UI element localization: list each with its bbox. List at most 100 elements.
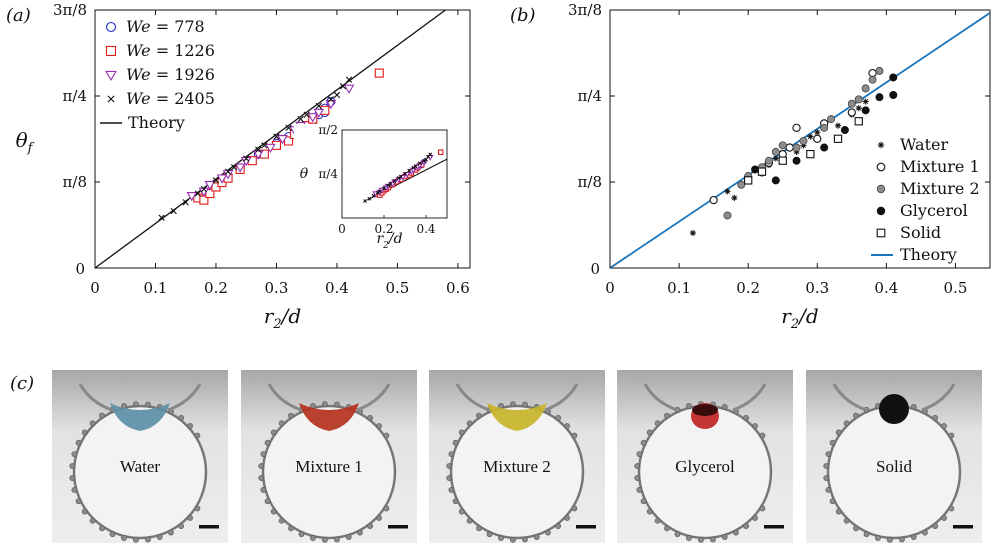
legend-marker — [105, 45, 117, 57]
jet-left — [455, 383, 490, 412]
data-point — [234, 163, 246, 173]
inset-data-point — [388, 182, 393, 186]
legend-label: Theory — [128, 113, 185, 132]
chart-b: 0 0.1 0.2 0.3 0.4 0.5 0 π/8 π/4 3π/8 r2/d Water Mixt… — [568, 1, 991, 332]
chart-a: 0 0.1 0.2 0.3 0.4 0.5 0.6 0 π/8 π/4 3π/8 r2/d θf We =… — [16, 1, 471, 332]
legend-label: We = 1226 — [126, 41, 215, 60]
data-point — [814, 129, 821, 136]
data-point — [731, 194, 738, 201]
data-point — [277, 135, 288, 145]
data-point — [757, 167, 767, 176]
data-point — [792, 156, 801, 165]
data-point — [333, 91, 341, 99]
data-point — [283, 136, 294, 146]
data-point — [772, 155, 779, 162]
jet-right — [356, 383, 391, 412]
data-point — [792, 123, 801, 132]
x-tick-label: 0.2 — [736, 279, 760, 297]
chart-b-frame — [609, 9, 991, 269]
data-point — [785, 143, 794, 152]
data-point — [194, 190, 202, 197]
inset-data-point — [398, 174, 403, 179]
data-point — [847, 108, 856, 117]
y-tick-label: 3π/8 — [53, 1, 87, 19]
data-point — [778, 156, 787, 165]
sphere — [879, 394, 909, 424]
inset-data-point — [437, 149, 444, 155]
jet-left — [78, 383, 113, 412]
legend-label: Theory — [900, 245, 957, 264]
data-point — [868, 68, 877, 78]
photo-strip: Water Mixture 1 Mixture 2 Glycerol Solid — [52, 370, 982, 543]
scale-bar — [764, 525, 784, 529]
inset-chart: 0 0.2 0.4 π/4 π/2 θ r2/d — [294, 123, 461, 254]
data-point — [875, 66, 884, 75]
series-3 — [158, 76, 353, 221]
x-tick-label: 0 — [605, 279, 615, 297]
inset-data-point — [413, 164, 418, 169]
x-tick-label: 0 — [90, 279, 100, 297]
legend-label: We = 1926 — [126, 65, 215, 84]
data-point — [792, 143, 801, 152]
inset-data-point — [363, 199, 368, 203]
y-tick-label: 3π/8 — [568, 1, 602, 19]
rim-beads — [258, 401, 390, 543]
inset-data-point — [407, 168, 412, 173]
data-point — [889, 73, 898, 82]
data-point — [170, 207, 177, 215]
liquid-sheet — [449, 404, 585, 540]
jet-right — [544, 383, 579, 412]
data-point — [224, 168, 232, 175]
data-point — [861, 106, 870, 115]
photo-label: Water — [120, 457, 160, 476]
legend-marker — [876, 206, 886, 216]
data-point — [806, 149, 815, 159]
x-axis-label: r2/d — [264, 304, 301, 332]
data-point — [868, 75, 877, 84]
data-point — [230, 164, 238, 171]
data-point — [820, 123, 829, 132]
data-point — [807, 133, 814, 140]
data-point — [374, 68, 384, 78]
inset-data-point — [377, 189, 382, 194]
photo-label: Mixture 1 — [295, 457, 363, 476]
legend-label: Mixture 2 — [900, 179, 980, 198]
x-tick-label: 0.2 — [204, 279, 228, 297]
data-point — [243, 155, 250, 162]
data-point — [724, 188, 731, 195]
scale-bar — [388, 525, 408, 529]
y-tick-label-zero: 0 — [590, 260, 600, 278]
x-tick-label: 0.4 — [874, 279, 898, 297]
data-point — [771, 147, 780, 156]
x-tick-label: 0.1 — [667, 279, 691, 297]
inset-data-point — [371, 193, 376, 198]
inset-y-tick-label: π/2 — [318, 123, 338, 137]
legend-marker — [876, 184, 886, 194]
data-point — [297, 115, 304, 123]
data-point — [834, 122, 842, 129]
inset-x-tick-label: 0.4 — [416, 222, 435, 236]
jet-left — [832, 383, 867, 412]
inset-frame — [341, 129, 448, 219]
inset-y-label: θ — [300, 166, 309, 182]
liquid-sheet — [72, 404, 208, 540]
data-point — [345, 76, 353, 83]
legend-a: We = 778 We = 1226 We = 1926 We = 2405 Theor… — [100, 17, 215, 132]
photo-label: Mixture 2 — [483, 457, 551, 476]
x-axis-label: r2/d — [781, 304, 818, 332]
y-tick-label: π/8 — [578, 173, 602, 191]
photo-mixture-2: Mixture 2 — [429, 370, 605, 543]
y-axis-label: θf — [16, 128, 35, 156]
jet-left — [267, 383, 302, 412]
inset-data-point — [392, 179, 397, 183]
data-point — [307, 113, 319, 123]
inset-data-point — [417, 161, 422, 166]
photo-glycerol: Glycerol — [617, 370, 793, 543]
legend-marker — [877, 141, 885, 149]
data-point — [862, 98, 869, 105]
theory-line — [95, 10, 447, 268]
data-point — [861, 84, 870, 93]
x-tick-label: 0.3 — [265, 279, 289, 297]
x-tick-label: 0.3 — [805, 279, 829, 297]
rim-beads — [446, 401, 578, 543]
